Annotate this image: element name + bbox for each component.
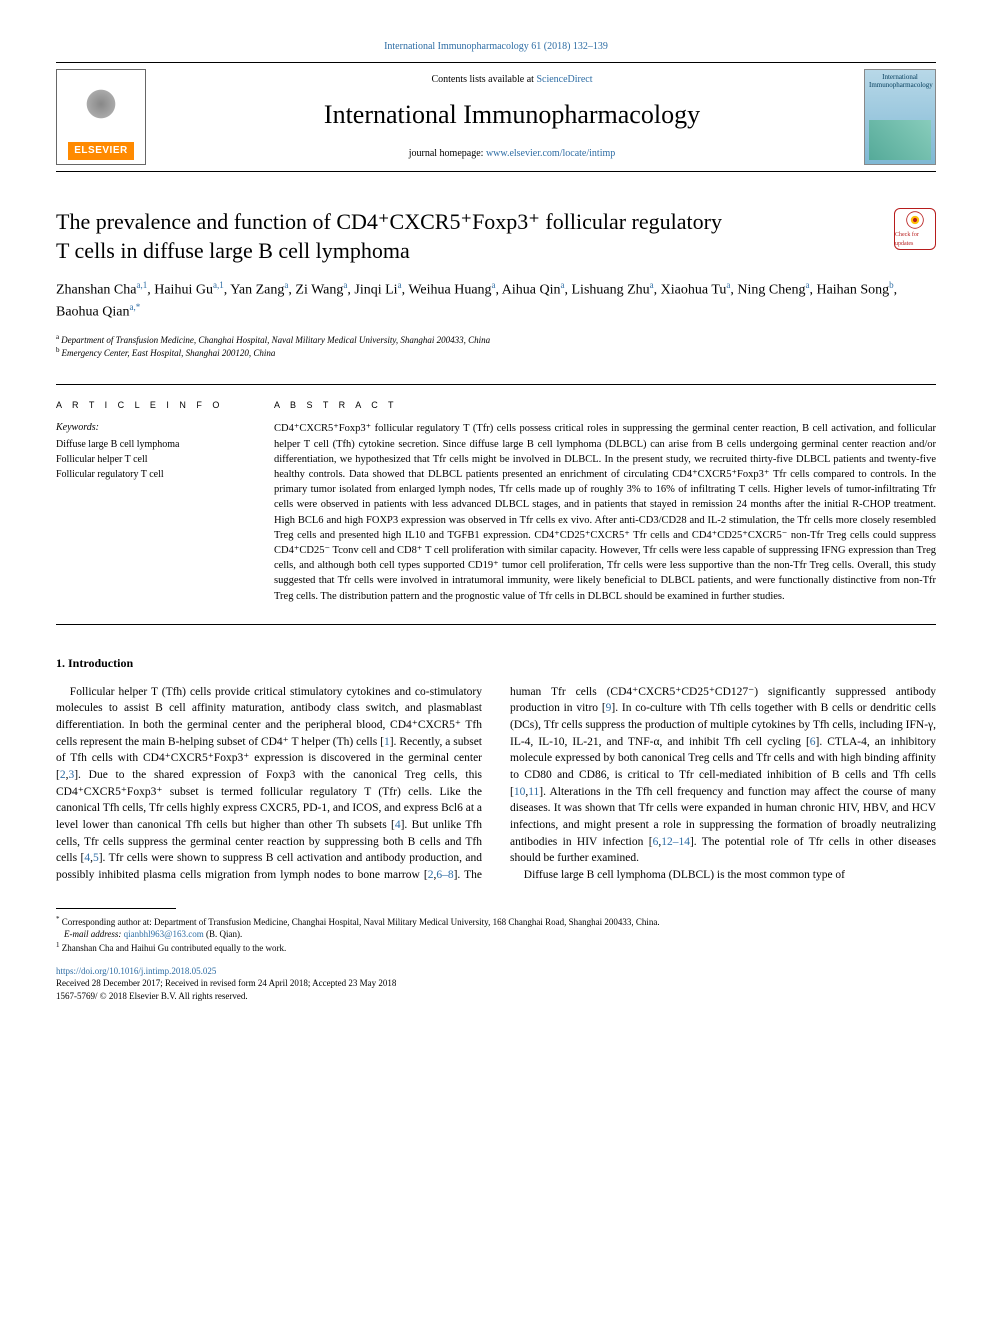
author-sup: a [284, 280, 288, 290]
author-sup: a,1 [136, 280, 147, 290]
footnotes: * Corresponding author at: Department of… [56, 915, 936, 955]
article-info-heading: A R T I C L E I N F O [56, 399, 246, 412]
journal-cover-thumb: International Immunopharmacology [864, 69, 936, 165]
copyright-line: 1567-5769/ © 2018 Elsevier B.V. All righ… [56, 990, 936, 1003]
author-sup: a,1 [213, 280, 224, 290]
received-line: Received 28 December 2017; Received in r… [56, 977, 936, 990]
doi-link[interactable]: https://doi.org/10.1016/j.intimp.2018.05… [56, 966, 216, 976]
body-text: inhibited plasma cells migration from ly… [98, 869, 427, 881]
email-person: (B. Qian). [204, 929, 243, 939]
elsevier-wordmark: ELSEVIER [68, 142, 133, 160]
article-title: The prevalence and function of CD4⁺CXCR5… [56, 208, 878, 265]
author: Haihui Gu [154, 283, 213, 298]
author-sup: a [650, 280, 654, 290]
homepage-line: journal homepage: www.elsevier.com/locat… [160, 147, 864, 161]
elsevier-logo: ELSEVIER [56, 69, 146, 165]
aff-label-a: a [56, 333, 59, 341]
title-line-1: The prevalence and function of CD4⁺CXCR5… [56, 209, 722, 234]
author: Haihan Song [816, 283, 889, 298]
keyword: Follicular helper T cell [56, 452, 246, 467]
top-citation: International Immunopharmacology 61 (201… [56, 40, 936, 54]
equal-symbol: 1 [56, 941, 60, 949]
author-list: Zhanshan Chaa,1, Haihui Gua,1, Yan Zanga… [56, 279, 936, 322]
intro-heading: 1. Introduction [56, 655, 936, 672]
author: Xiaohua Tu [661, 283, 727, 298]
affiliation-b: Emergency Center, East Hospital, Shangha… [62, 348, 276, 358]
corresponding-author: Corresponding author at: Department of T… [62, 917, 660, 927]
elsevier-tree-icon [71, 80, 131, 140]
email-link[interactable]: qianbhl963@163.com [124, 929, 204, 939]
body-columns: Follicular helper T (Tfh) cells provide … [56, 684, 936, 884]
author-sup: a [726, 280, 730, 290]
sciencedirect-link[interactable]: ScienceDirect [536, 74, 592, 85]
footer-separator [56, 908, 176, 909]
check-for-updates-badge[interactable]: Check for updates [894, 208, 936, 250]
author: Aihua Qin [502, 283, 561, 298]
author: Baohua Qian [56, 305, 129, 320]
author: Lishuang Zhu [572, 283, 650, 298]
author: Weihua Huang [408, 283, 491, 298]
author: Zi Wang [295, 283, 343, 298]
homepage-link[interactable]: www.elsevier.com/locate/intimp [486, 148, 615, 159]
author-sup: a [492, 280, 496, 290]
body-paragraph: Diffuse large B cell lymphoma (DLBCL) is… [510, 867, 936, 884]
author-sup: b [889, 280, 894, 290]
journal-header: ELSEVIER Contents lists available at Sci… [56, 62, 936, 172]
abstract-heading: A B S T R A C T [274, 399, 936, 412]
email-label: E-mail address: [64, 929, 124, 939]
ref-link[interactable]: 6–8 [436, 869, 453, 881]
ref-link[interactable]: 11 [528, 786, 539, 798]
author-sup: a [398, 280, 402, 290]
keywords-label: Keywords: [56, 421, 246, 435]
ref-link[interactable]: 12–14 [661, 836, 690, 848]
title-line-2: T cells in diffuse large B cell lymphoma [56, 238, 410, 263]
corr-symbol: * [56, 915, 60, 923]
journal-name: International Immunopharmacology [160, 97, 864, 133]
affiliations: aDepartment of Transfusion Medicine, Cha… [56, 333, 936, 360]
keyword: Diffuse large B cell lymphoma [56, 437, 246, 452]
author-sup: a [561, 280, 565, 290]
author: Zhanshan Cha [56, 283, 136, 298]
aff-label-b: b [56, 346, 60, 354]
keyword: Follicular regulatory T cell [56, 467, 246, 482]
abstract-text: CD4⁺CXCR5⁺Foxp3⁺ follicular regulatory T… [274, 421, 936, 604]
crossmark-icon [905, 210, 925, 230]
author: Jinqi Li [354, 283, 397, 298]
cover-thumb-title: International Immunopharmacology [869, 74, 931, 89]
contents-prefix: Contents lists available at [431, 74, 536, 85]
affiliation-a: Department of Transfusion Medicine, Chan… [61, 335, 490, 345]
author: Ning Cheng [737, 283, 805, 298]
contents-line: Contents lists available at ScienceDirec… [160, 73, 864, 87]
equal-contrib: Zhanshan Cha and Haihui Gu contributed e… [62, 943, 286, 953]
ref-link[interactable]: 10 [514, 786, 526, 798]
check-updates-label: Check for updates [895, 231, 935, 248]
author: Yan Zang [230, 283, 284, 298]
doi-block: https://doi.org/10.1016/j.intimp.2018.05… [56, 965, 936, 1003]
author-sup: a [343, 280, 347, 290]
homepage-prefix: journal homepage: [409, 148, 486, 159]
author-sup: a,* [129, 302, 140, 312]
author-sup: a [805, 280, 809, 290]
